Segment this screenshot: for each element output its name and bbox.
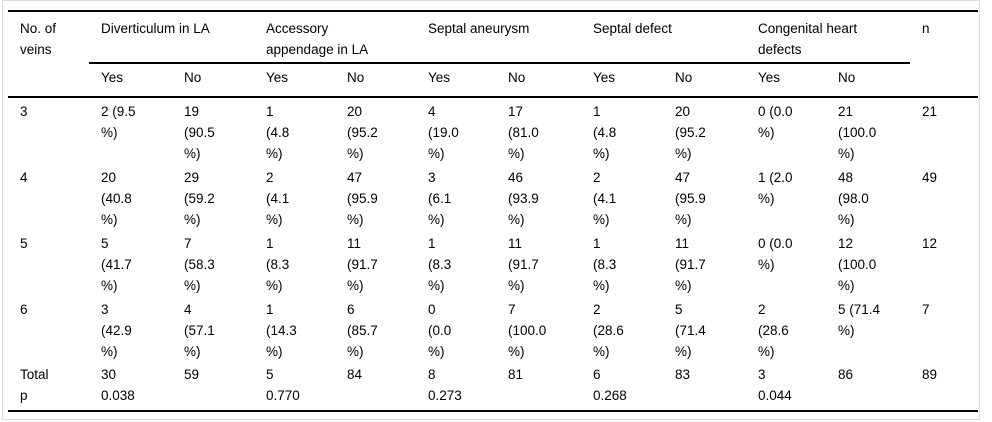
p-value-accessory: 0.770 — [266, 388, 300, 403]
table-cell: 19 (90.5 %) — [184, 104, 215, 161]
row-header-total: Total — [20, 367, 49, 382]
table-cell: 3 (6.1 %) — [428, 170, 452, 227]
n-cell: 7 — [922, 302, 930, 317]
table-cell: 4 (57.1 %) — [184, 302, 215, 359]
column-group-diverticulum-in-la: Diverticulum in LA — [89, 11, 255, 64]
table-cell: 20 (95.2 %) — [675, 104, 706, 161]
table-cell: 0 (0.0 %) — [758, 236, 793, 272]
table-cell: 1 (2.0 %) — [758, 170, 793, 206]
table-cell: 17 (81.0 %) — [508, 104, 539, 161]
table-cell: 1 (4.8 %) — [593, 104, 617, 161]
total-cell: 59 — [184, 367, 200, 382]
table-cell: 20 (95.2 %) — [347, 104, 378, 161]
table-cell: 1 (4.8 %) — [266, 104, 290, 161]
table-cell: 47 (95.9 %) — [347, 170, 378, 227]
column-group-congenital-heart-defects: Congenital heart defects — [746, 11, 911, 64]
n-cell: 89 — [922, 367, 938, 382]
subheader-accessory-no: No — [335, 63, 417, 98]
table-cell: 7 (100.0 %) — [508, 302, 547, 359]
subheader-congenital-no: No — [826, 63, 911, 98]
table-cell: 7 (58.3 %) — [184, 236, 215, 293]
table-row-veins-4: 4 20 (40.8 %) 29 (59.2 %) 2 (4.1 %) 47 (… — [8, 164, 978, 230]
table-cell: 5 (41.7 %) — [101, 236, 132, 293]
table-cell: 4 (19.0 %) — [428, 104, 459, 161]
row-header: 4 — [20, 170, 28, 185]
n-cell: 49 — [922, 170, 938, 185]
total-cell: 6 — [593, 367, 601, 382]
table-cell: 5 (71.4 %) — [675, 302, 706, 359]
subheader-accessory-yes: Yes — [254, 63, 336, 98]
table-cell: 2 (28.6 %) — [593, 302, 624, 359]
table-cell: 2 (9.5 %) — [101, 104, 136, 140]
subheader-congenital-yes: Yes — [746, 63, 827, 98]
column-group-septal-defect: Septal defect — [581, 11, 747, 64]
p-value-congenital: 0.044 — [758, 388, 792, 403]
total-cell: 30 — [101, 367, 117, 382]
table-cell: 6 (85.7 %) — [347, 302, 378, 359]
total-cell: 81 — [508, 367, 524, 382]
p-value-diverticulum: 0.038 — [101, 388, 135, 403]
n-cell: 12 — [922, 236, 938, 251]
table-row-total: Total 30 59 5 84 8 81 6 83 3 86 89 — [8, 362, 978, 385]
subheader-diverticulum-no: No — [172, 63, 255, 98]
total-cell: 86 — [838, 367, 854, 382]
table-row-p-values: p 0.038 0.770 0.273 0.268 0.044 — [8, 385, 978, 411]
row-header: 5 — [20, 236, 28, 251]
table-cell: 2 (28.6 %) — [758, 302, 789, 359]
column-header-n: n — [910, 11, 979, 98]
table-cell: 1 (8.3 %) — [428, 236, 452, 293]
table-cell: 2 (4.1 %) — [266, 170, 290, 227]
p-value-septal-defect: 0.268 — [593, 388, 627, 403]
table-cell: 12 (100.0 %) — [838, 236, 877, 293]
table-cell: 48 (98.0 %) — [838, 170, 869, 227]
table-cell: 11 (91.7 %) — [347, 236, 378, 293]
table-row-veins-5: 5 5 (41.7 %) 7 (58.3 %) 1 (8.3 %) 11 (91… — [8, 230, 978, 296]
table-cell: 1 (8.3 %) — [266, 236, 290, 293]
table-cell: 1 (14.3 %) — [266, 302, 297, 359]
subheader-septal-defect-no: No — [663, 63, 747, 98]
row-header-p: p — [20, 388, 28, 403]
table-cell: 2 (4.1 %) — [593, 170, 617, 227]
table-cell: 0 (0.0 %) — [428, 302, 452, 359]
table-cell: 20 (40.8 %) — [101, 170, 132, 227]
table-cell: 1 (8.3 %) — [593, 236, 617, 293]
column-header-no-of-veins: No. of veins — [8, 11, 89, 98]
table-cell: 47 (95.9 %) — [675, 170, 706, 227]
row-header: 3 — [20, 104, 28, 119]
subheader-aneurysm-yes: Yes — [416, 63, 497, 98]
table-body: 3 2 (9.5 %) 19 (90.5 %) 1 (4.8 %) 20 (95… — [8, 97, 978, 411]
row-header: 6 — [20, 302, 28, 317]
group-header-row: No. of veins Diverticulum in LA Accessor… — [8, 11, 979, 98]
column-group-accessory-appendage-in-la: Accessory appendage in LA — [254, 11, 417, 64]
table-cell: 11 (91.7 %) — [508, 236, 539, 293]
total-cell: 84 — [347, 367, 363, 382]
total-cell: 83 — [675, 367, 691, 382]
table-cell: 0 (0.0 %) — [758, 104, 793, 140]
table-cell: 3 (42.9 %) — [101, 302, 132, 359]
subheader-septal-defect-yes: Yes — [581, 63, 664, 98]
sub-header-row: Yes No Yes No Yes No Yes No Yes No — [8, 63, 978, 98]
table-cell: 5 (71.4 %) — [838, 302, 881, 338]
p-value-aneurysm: 0.273 — [428, 388, 462, 403]
total-cell: 3 — [758, 367, 766, 382]
veins-anomalies-table: No. of veins Diverticulum in LA Accessor… — [8, 10, 979, 412]
table-cell: 11 (91.7 %) — [675, 236, 706, 293]
subheader-aneurysm-no: No — [496, 63, 582, 98]
table-row-veins-3: 3 2 (9.5 %) 19 (90.5 %) 1 (4.8 %) 20 (95… — [8, 97, 978, 164]
subheader-diverticulum-yes: Yes — [89, 63, 172, 98]
total-cell: 5 — [266, 367, 274, 382]
total-cell: 8 — [428, 367, 436, 382]
column-group-septal-aneurysm: Septal aneurysm — [416, 11, 582, 64]
table-header: No. of veins Diverticulum in LA Accessor… — [8, 11, 979, 98]
empty-cell — [910, 385, 978, 411]
n-cell: 21 — [922, 104, 938, 119]
table-row-veins-6: 6 3 (42.9 %) 4 (57.1 %) 1 (14.3 %) 6 (85… — [8, 296, 978, 362]
table-cell: 46 (93.9 %) — [508, 170, 539, 227]
table-cell: 29 (59.2 %) — [184, 170, 215, 227]
table-cell: 21 (100.0 %) — [838, 104, 877, 161]
